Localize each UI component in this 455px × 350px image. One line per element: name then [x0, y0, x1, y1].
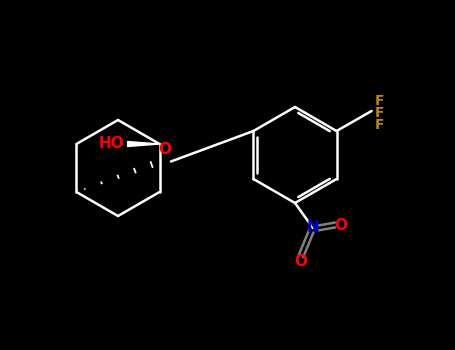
- Text: O: O: [334, 217, 348, 232]
- Text: F: F: [374, 118, 384, 132]
- Text: N: N: [307, 220, 319, 236]
- Text: HO: HO: [99, 136, 125, 152]
- Text: O: O: [294, 254, 308, 270]
- Text: O: O: [158, 141, 172, 156]
- Text: F: F: [374, 106, 384, 120]
- Polygon shape: [127, 141, 160, 147]
- Text: F: F: [374, 94, 384, 108]
